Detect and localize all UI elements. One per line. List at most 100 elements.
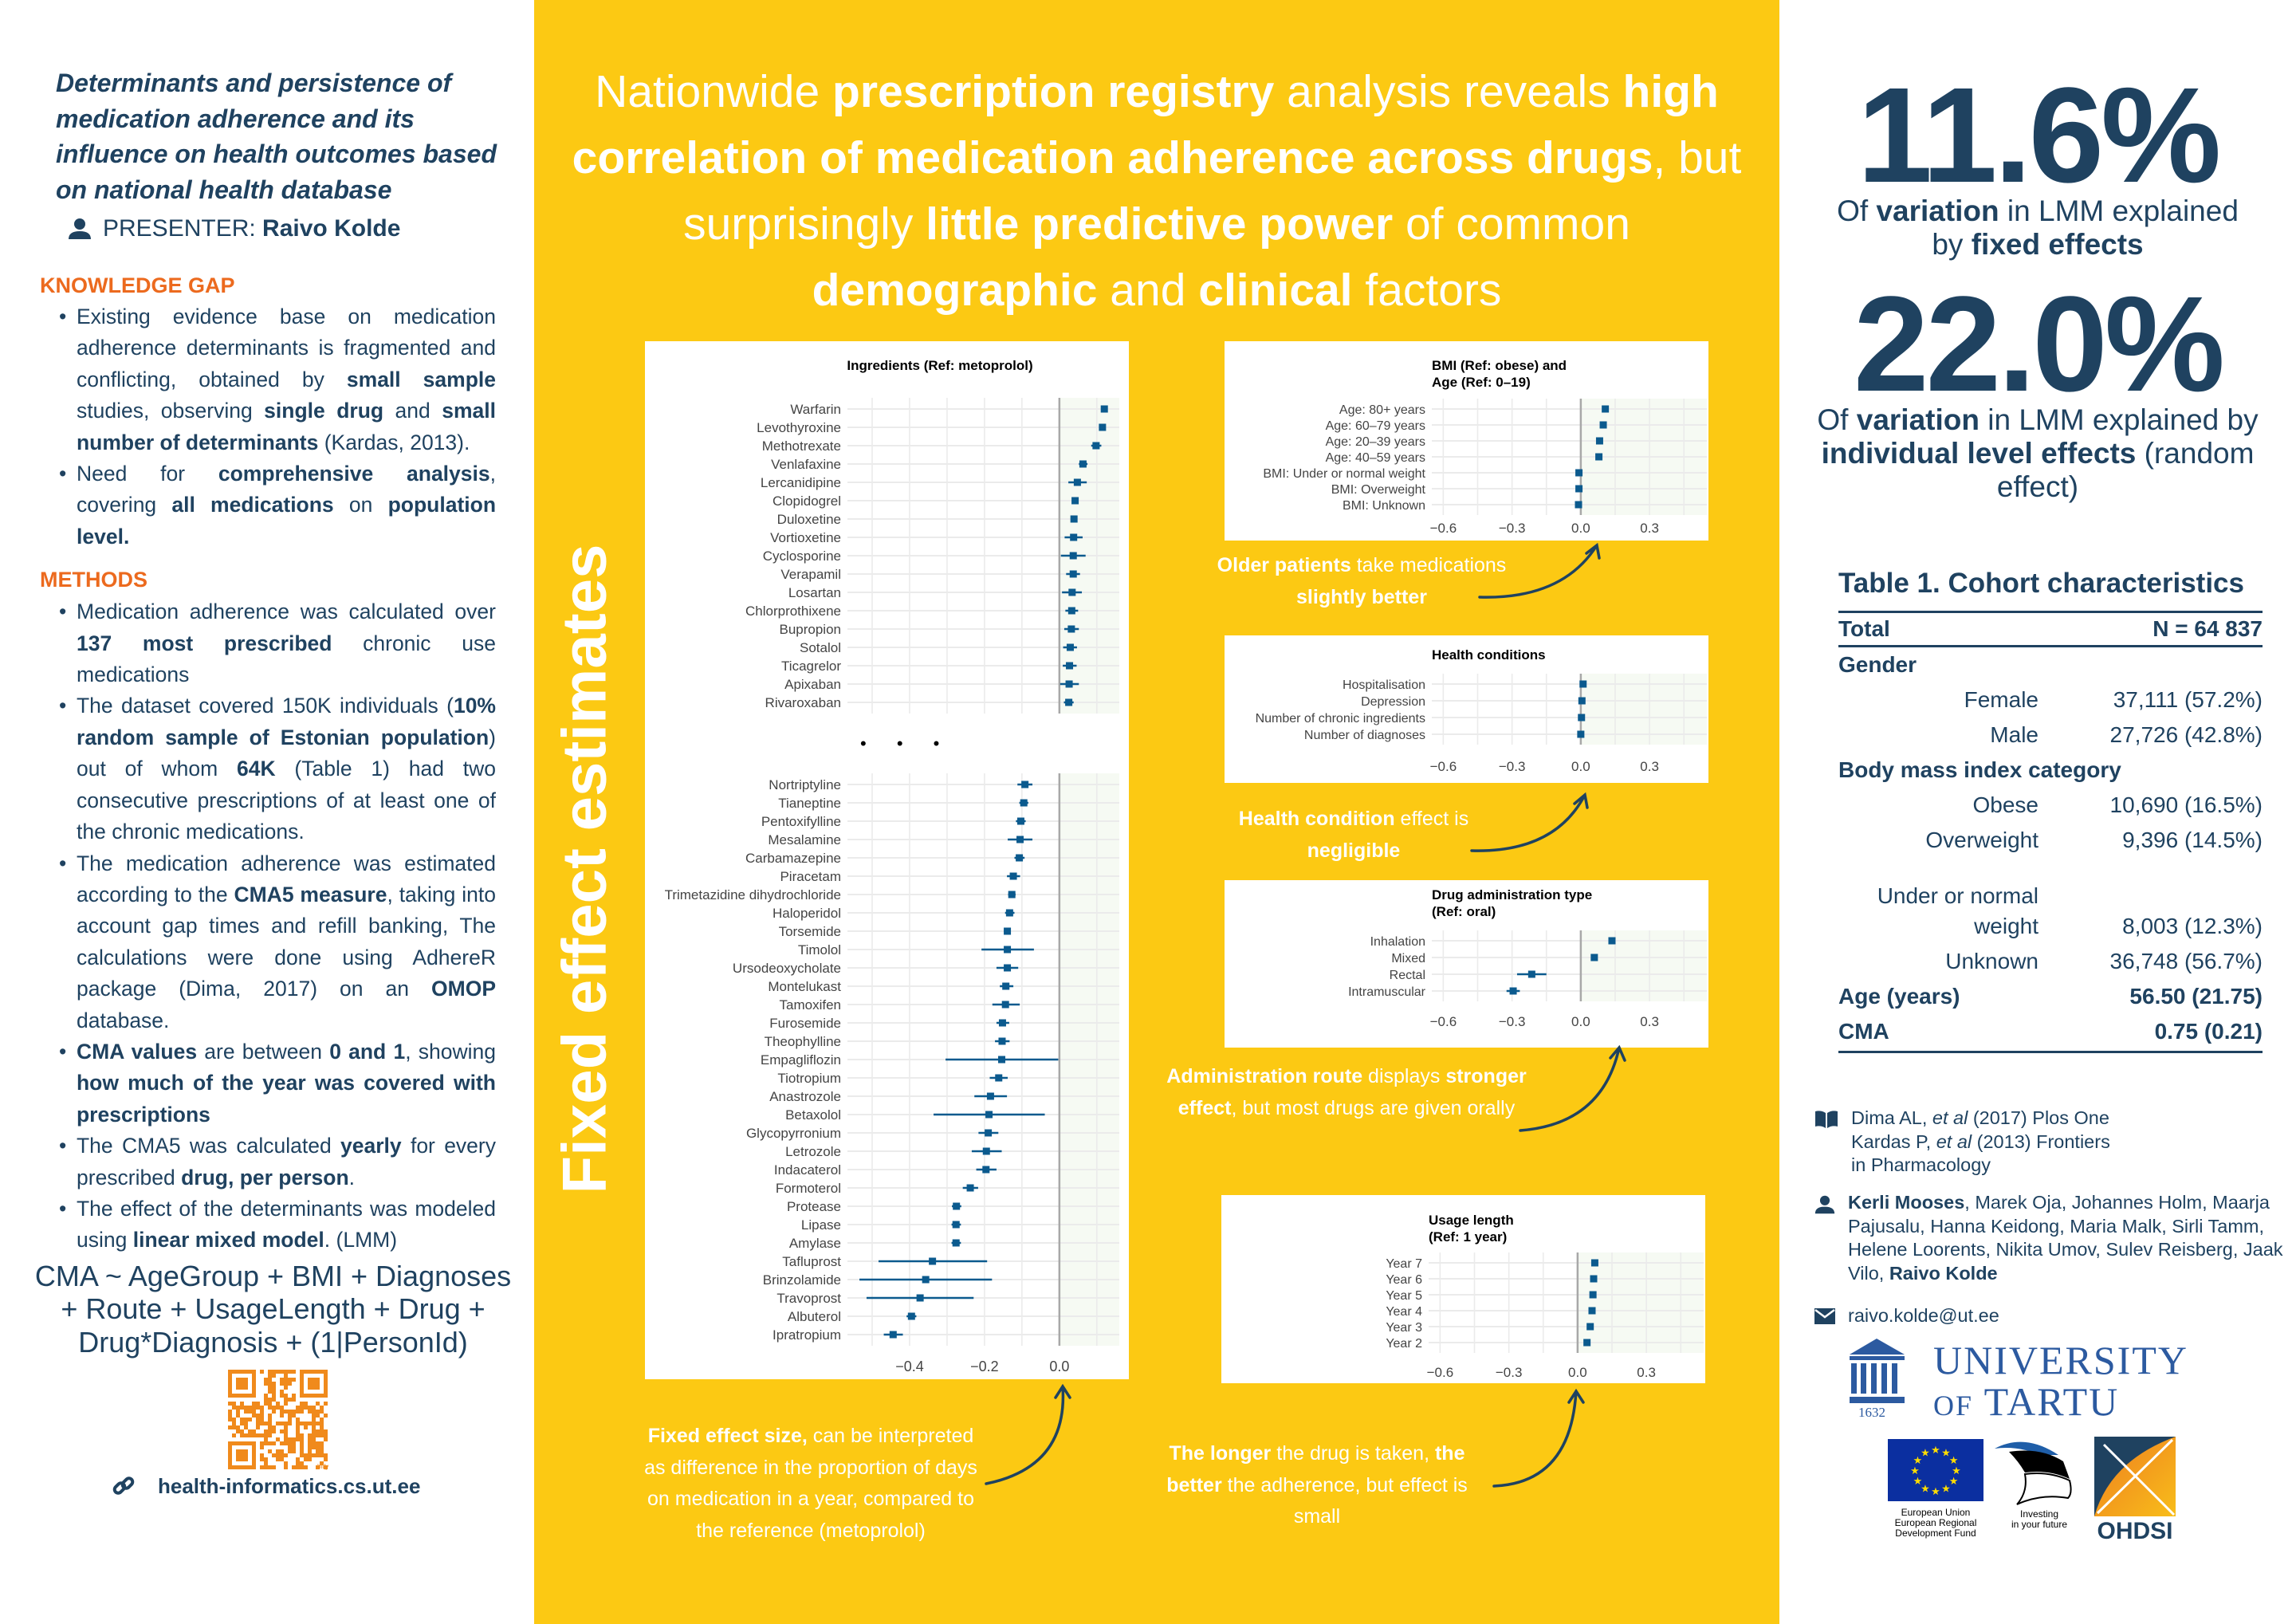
category-label: Timolol	[798, 942, 841, 957]
estimate-point	[1100, 405, 1108, 413]
row-label: CMA	[1838, 1019, 1889, 1044]
category-label: Age: 40–59 years	[1326, 451, 1425, 465]
bullet-item: Medication adherence was calculated over…	[59, 596, 496, 690]
person-icon	[1814, 1195, 1835, 1214]
positive-region	[1580, 930, 1707, 1001]
star-icon: ★	[1921, 1446, 1930, 1458]
estimate-point	[982, 1166, 990, 1174]
row-value: 56.50 (21.75)	[2129, 984, 2263, 1009]
annotation-fixed-effect: Fixed effect size, can be interpreted as…	[635, 1421, 986, 1547]
total-label: Total	[1838, 616, 1890, 641]
bullet-item: The effect of the determinants was model…	[59, 1193, 496, 1256]
category-label: Ursodeoxycholate	[733, 961, 841, 976]
row-label: Unknown	[1945, 949, 2038, 973]
positive-region	[1580, 674, 1707, 745]
category-label: Inhalation	[1370, 935, 1425, 949]
text-segment: , taking into account gap times and refi…	[77, 882, 497, 1001]
estimate-point	[1005, 909, 1013, 917]
row-label: Gender	[1838, 652, 1917, 677]
x-tick-label: −0.3	[1499, 759, 1526, 774]
text-segment: The medication adherence was estimated a…	[77, 851, 496, 906]
estimate-point	[1004, 964, 1012, 972]
text-segment: in LMM explained by	[1932, 195, 2239, 261]
qr-code[interactable]: bitly	[228, 1370, 329, 1471]
investing-text: Investing in your future	[1998, 1509, 2081, 1530]
bullet-item: Existing evidence base on medication adh…	[59, 301, 496, 458]
text-segment: , showing	[405, 1039, 496, 1064]
estimate-point	[1002, 982, 1010, 990]
presenter-label: PRESENTER:	[103, 215, 263, 242]
website-url[interactable]: health-informatics.cs.ut.ee	[158, 1474, 421, 1499]
cohort-table: Table 1. Cohort characteristics Total N =…	[1838, 568, 2263, 1053]
chart-title: Drug administration type (Ref: oral)	[1432, 887, 1593, 919]
row-label: Age (years)	[1838, 984, 1960, 1009]
category-label: Empagliflozin	[761, 1052, 841, 1068]
annotation-health: Health condition effect is negligible	[1202, 804, 1505, 867]
category-label: Albuterol	[788, 1309, 841, 1324]
category-label: Protease	[787, 1199, 841, 1214]
bold-text: Fixed effect size,	[647, 1425, 808, 1447]
category-label: Intramuscular	[1348, 985, 1426, 999]
category-label: Number of chronic ingredients	[1256, 712, 1425, 725]
email-address[interactable]: raivo.kolde@ut.ee	[1848, 1305, 1999, 1326]
category-label: Amylase	[789, 1236, 841, 1251]
estimate-point	[998, 1019, 1006, 1027]
row-label: weight	[1974, 914, 2038, 938]
category-label: Rivaroxaban	[765, 695, 841, 710]
category-label: Rectal	[1390, 969, 1425, 982]
category-label: Mixed	[1391, 952, 1425, 965]
estimate-point	[1070, 515, 1078, 523]
bold-text: population level.	[77, 493, 497, 549]
website-link[interactable]: health-informatics.cs.ut.ee	[112, 1474, 420, 1498]
eu-text-line: European Union	[1901, 1507, 1971, 1518]
estimate-point	[1590, 1259, 1598, 1267]
text-segment: Dima AL,	[1851, 1107, 1932, 1128]
x-tick-label: 0.0	[1571, 521, 1590, 536]
left-column-content: Determinants and persistence of medicati…	[0, 65, 534, 1498]
star-icon: ★	[1941, 1483, 1951, 1495]
category-label: Bupropion	[779, 622, 841, 637]
x-tick-label: 0.0	[1571, 1014, 1590, 1029]
row-label: Obese	[1972, 792, 2039, 817]
table-row: Gender	[1838, 647, 2263, 682]
category-label: Tamoxifen	[780, 997, 841, 1013]
text-segment: Existing evidence base on medication adh…	[77, 305, 496, 391]
reference: Kardas P, et al (2013) Frontiers in Phar…	[1851, 1131, 2122, 1178]
estimate-point	[1577, 730, 1585, 738]
estimate-point	[1020, 799, 1028, 807]
text-segment: database.	[77, 1008, 170, 1032]
row-value: 9,396 (14.5%)	[2122, 828, 2263, 852]
estimate-point	[1016, 854, 1024, 862]
category-label: Duloxetine	[777, 512, 841, 527]
text-segment: analysis reveals	[1274, 66, 1623, 117]
estimate-point	[1588, 1307, 1596, 1315]
category-label: Haloperidol	[773, 906, 841, 921]
health-conditions-forest-plot: Hospitalisation Depression Number of chron…	[1256, 674, 1707, 774]
university-building-icon	[1850, 1339, 1905, 1403]
table-row: Age (years) 56.50 (21.75)	[1838, 979, 2263, 1014]
administration-route-forest-plot: Inhalation Mixed Rectal Intramuscular −0.6 −0…	[1348, 930, 1707, 1029]
bold-text: 0 and 1	[329, 1039, 406, 1064]
text-segment: the drug is taken,	[1271, 1442, 1435, 1465]
star-icon: ★	[1949, 1475, 1959, 1487]
total-value: N = 64 837	[2152, 616, 2263, 641]
text-segment: and	[1097, 265, 1199, 316]
estimate-point	[1068, 588, 1076, 596]
estimate-point	[1586, 1323, 1594, 1331]
estimate-point	[1579, 680, 1587, 688]
email[interactable]: raivo.kolde@ut.ee	[1814, 1304, 1999, 1328]
bold-text: Health condition	[1238, 808, 1395, 830]
estimate-point	[1067, 607, 1075, 615]
star-icon: ★	[1921, 1483, 1930, 1495]
estimate-point	[1016, 817, 1024, 825]
bold-text: fixed effects	[1971, 228, 2144, 261]
text-segment: and	[383, 399, 442, 423]
estimate-point	[1575, 485, 1583, 493]
category-label: Trimetazidine dihydrochloride	[665, 887, 841, 902]
bold-text: stronger effect	[1177, 1065, 1527, 1119]
table-row: weight 8,003 (12.3%)	[1838, 909, 2263, 944]
text-segment: , covering	[77, 462, 496, 517]
category-label: Age: 60–79 years	[1326, 419, 1425, 433]
x-tick-label: −0.6	[1430, 1014, 1457, 1029]
estimate-point	[986, 1092, 994, 1100]
